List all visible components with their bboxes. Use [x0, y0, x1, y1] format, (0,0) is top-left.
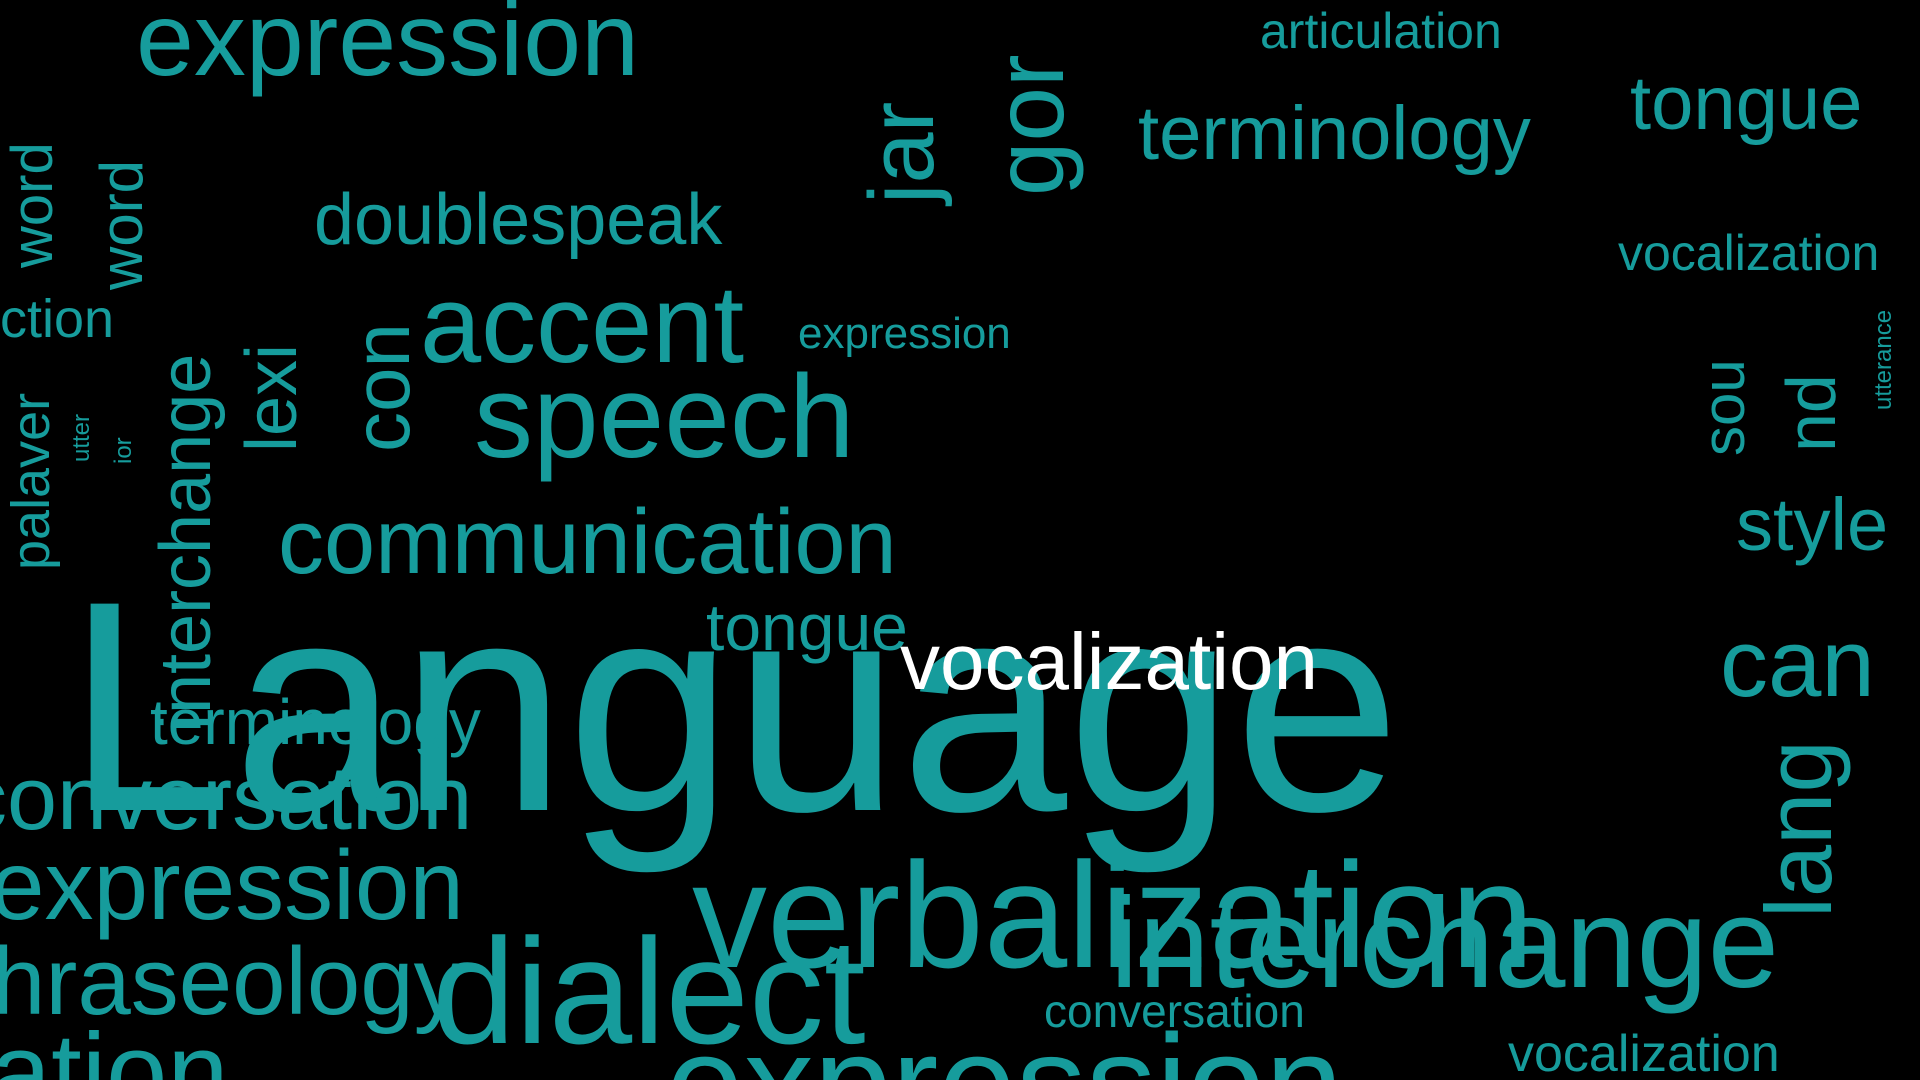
word-dialect: dialect [432, 907, 866, 1075]
word-speech: speech [474, 351, 855, 483]
word-con: con [337, 323, 426, 452]
word-sou: sou [1690, 359, 1757, 456]
word-terminology-mid: terminology [150, 686, 481, 758]
word-small-vertical-1: utter [68, 413, 95, 462]
word-jar: jar [851, 101, 953, 204]
word-expression-bottom: expression [666, 1014, 1343, 1080]
word-tongue-mid: tongue [706, 590, 908, 664]
word-phraseology: hraseology [0, 928, 462, 1035]
word-expression-left: expression [0, 830, 464, 940]
word-doublespeak: doublespeak [314, 180, 723, 260]
word-conversation-bottom: conversation [1044, 985, 1305, 1037]
word-vocalization-highlight: vocalization [900, 617, 1319, 706]
word-verbalization: verbalization [692, 831, 1535, 999]
word-style: style [1736, 483, 1889, 566]
word-small-vertical-2: ior [110, 437, 137, 464]
word-gor: gor [974, 54, 1084, 196]
word-nd: nd [1772, 374, 1850, 452]
word-tongue-top: tongue [1630, 61, 1863, 146]
word-word-left2: word [88, 159, 155, 290]
word-ction: ction [0, 289, 115, 349]
word-articulation: articulation [1260, 3, 1502, 59]
word-palaver: palaver [1, 392, 61, 570]
word-interchange-bottom: interchange [1110, 872, 1779, 1015]
word-expression-small: expression [798, 309, 1011, 358]
word-can: can [1720, 610, 1875, 717]
word-vocalization-right: vocalization [1618, 225, 1880, 281]
word-vocalization-bottom: vocalization [1508, 1025, 1780, 1080]
word-terminology-top: terminology [1138, 91, 1531, 176]
word-word-left: word [0, 142, 65, 268]
word-ation-bottom: ation [0, 1011, 229, 1080]
word-language: Language [66, 538, 1401, 874]
word-accent: accent [420, 263, 745, 386]
word-expression-top: expression [136, 0, 639, 98]
word-communication: communication [278, 491, 897, 593]
word-conversation-left: conversation [0, 749, 473, 849]
word-utterance-small: utterance [1870, 309, 1897, 410]
word-lexi: lexi [232, 343, 312, 452]
